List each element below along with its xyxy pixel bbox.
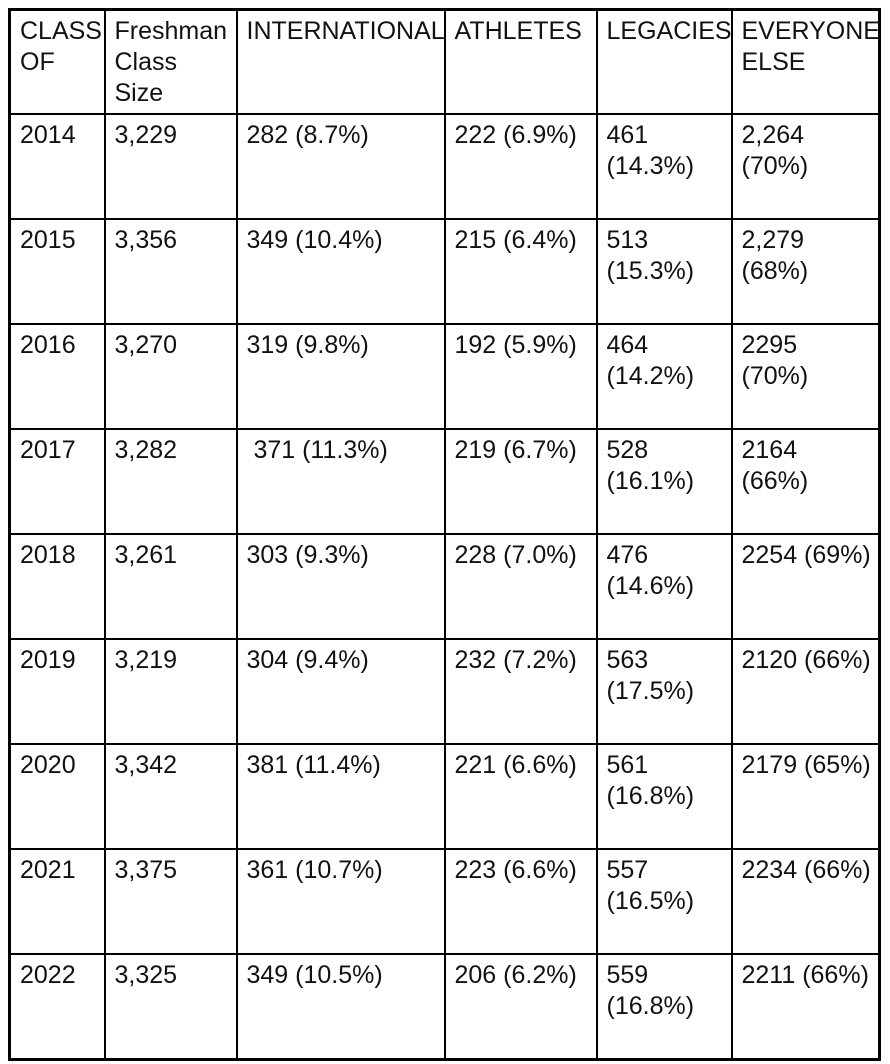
cell-class-of: 2014	[8, 113, 106, 220]
column-header-international: INTERNATIONAL	[235, 8, 446, 115]
cell-freshman-class-size: 3,375	[103, 848, 238, 955]
column-header-everyone-else: EVERYONE ELSE	[730, 8, 881, 115]
table-row: 2015 3,356 349 (10.4%) 215 (6.4%) 513 (15.3%…	[8, 218, 881, 325]
cell-freshman-class-size: 3,270	[103, 323, 238, 430]
cell-class-of: 2021	[8, 848, 106, 955]
cell-international: 319 (9.8%)	[235, 323, 446, 430]
cell-international: 371 (11.3%)	[235, 428, 446, 535]
cell-athletes: 192 (5.9%)	[443, 323, 598, 430]
cell-everyone-else: 2234 (66%)	[730, 848, 881, 955]
table-row: 2018 3,261 303 (9.3%) 228 (7.0%) 476 (14.6%)…	[8, 533, 881, 640]
cell-international: 361 (10.7%)	[235, 848, 446, 955]
cell-everyone-else: 2,264 (70%)	[730, 113, 881, 220]
cell-athletes: 222 (6.9%)	[443, 113, 598, 220]
cell-everyone-else: 2164 (66%)	[730, 428, 881, 535]
cell-athletes: 215 (6.4%)	[443, 218, 598, 325]
cell-legacies: 563 (17.5%)	[595, 638, 733, 745]
cell-athletes: 223 (6.6%)	[443, 848, 598, 955]
table-row: 2014 3,229 282 (8.7%) 222 (6.9%) 461 (14.3%)…	[8, 113, 881, 220]
table-row: 2016 3,270 319 (9.8%) 192 (5.9%) 464 (14.2%)…	[8, 323, 881, 430]
cell-freshman-class-size: 3,282	[103, 428, 238, 535]
cell-everyone-else: 2120 (66%)	[730, 638, 881, 745]
cell-freshman-class-size: 3,356	[103, 218, 238, 325]
header-row: CLASS OF Freshman Class Size INTERNATION…	[8, 8, 881, 115]
cell-class-of: 2020	[8, 743, 106, 850]
cell-class-of: 2015	[8, 218, 106, 325]
cell-legacies: 528 (16.1%)	[595, 428, 733, 535]
cell-freshman-class-size: 3,342	[103, 743, 238, 850]
table-row: 2019 3,219 304 (9.4%) 232 (7.2%) 563 (17.5%)…	[8, 638, 881, 745]
cell-everyone-else: 2295 (70%)	[730, 323, 881, 430]
column-header-class-of: CLASS OF	[8, 8, 106, 115]
cell-international: 381 (11.4%)	[235, 743, 446, 850]
cell-freshman-class-size: 3,325	[103, 953, 238, 1060]
cell-class-of: 2018	[8, 533, 106, 640]
cell-legacies: 557 (16.5%)	[595, 848, 733, 955]
cell-everyone-else: 2,279 (68%)	[730, 218, 881, 325]
admissions-table: CLASS OF Freshman Class Size INTERNATION…	[8, 8, 881, 1061]
cell-athletes: 228 (7.0%)	[443, 533, 598, 640]
table-row: 2022 3,325 349 (10.5%) 206 (6.2%) 559 (16.8%…	[8, 953, 881, 1060]
cell-legacies: 476 (14.6%)	[595, 533, 733, 640]
cell-class-of: 2016	[8, 323, 106, 430]
cell-international: 349 (10.5%)	[235, 953, 446, 1060]
column-header-athletes: ATHLETES	[443, 8, 598, 115]
cell-freshman-class-size: 3,219	[103, 638, 238, 745]
cell-freshman-class-size: 3,261	[103, 533, 238, 640]
cell-athletes: 219 (6.7%)	[443, 428, 598, 535]
cell-class-of: 2022	[8, 953, 106, 1060]
cell-freshman-class-size: 3,229	[103, 113, 238, 220]
cell-athletes: 221 (6.6%)	[443, 743, 598, 850]
cell-everyone-else: 2254 (69%)	[730, 533, 881, 640]
cell-class-of: 2017	[8, 428, 106, 535]
cell-athletes: 206 (6.2%)	[443, 953, 598, 1060]
cell-legacies: 561 (16.8%)	[595, 743, 733, 850]
table-row: 2020 3,342 381 (11.4%) 221 (6.6%) 561 (16.8%…	[8, 743, 881, 850]
cell-legacies: 513 (15.3%)	[595, 218, 733, 325]
cell-class-of: 2019	[8, 638, 106, 745]
cell-international: 303 (9.3%)	[235, 533, 446, 640]
cell-legacies: 461 (14.3%)	[595, 113, 733, 220]
table-row: 2021 3,375 361 (10.7%) 223 (6.6%) 557 (16.5%…	[8, 848, 881, 955]
cell-international: 282 (8.7%)	[235, 113, 446, 220]
cell-international: 304 (9.4%)	[235, 638, 446, 745]
cell-legacies: 559 (16.8%)	[595, 953, 733, 1060]
cell-international: 349 (10.4%)	[235, 218, 446, 325]
cell-everyone-else: 2179 (65%)	[730, 743, 881, 850]
cell-athletes: 232 (7.2%)	[443, 638, 598, 745]
cell-legacies: 464 (14.2%)	[595, 323, 733, 430]
column-header-legacies: LEGACIES	[595, 8, 733, 115]
cell-everyone-else: 2211 (66%)	[730, 953, 881, 1060]
column-header-freshman-class-size: Freshman Class Size	[103, 8, 238, 115]
table-row: 2017 3,282 371 (11.3%) 219 (6.7%) 528 (16.1…	[8, 428, 881, 535]
